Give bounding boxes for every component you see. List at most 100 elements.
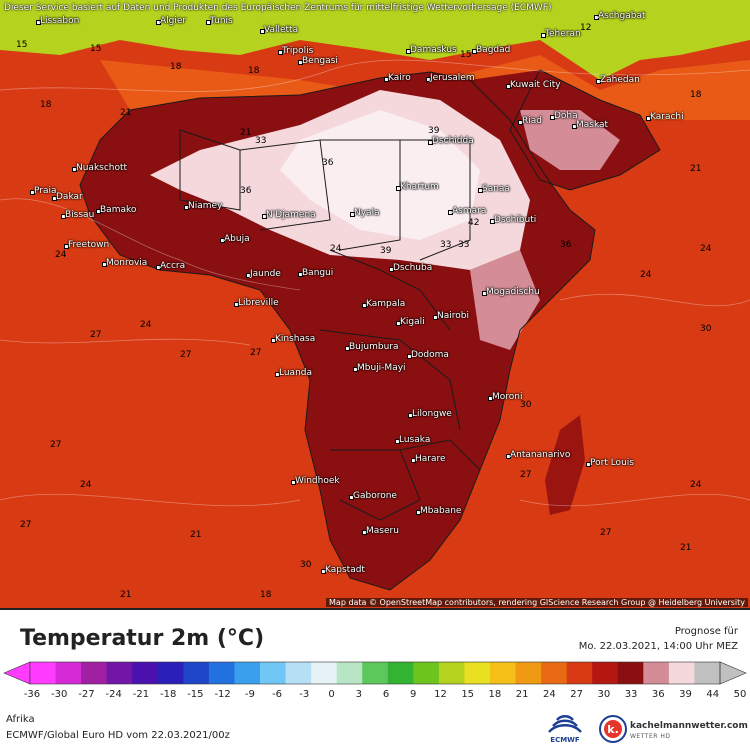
- colorbar-tick-label: 39: [679, 689, 692, 700]
- city-label: Windhoek: [295, 476, 340, 486]
- isotherm-value: 24: [80, 480, 92, 490]
- city-marker: [490, 219, 495, 224]
- isotherm-value: 33: [440, 240, 452, 250]
- colorbar-segment: [694, 662, 721, 684]
- city-marker: [506, 84, 511, 89]
- isotherm-value: 24: [140, 320, 152, 330]
- colorbar: [3, 661, 747, 685]
- city-label: Freetown: [68, 240, 110, 250]
- city-label: Harare: [415, 454, 446, 464]
- kachelmann-logo-icon: k.: [599, 715, 627, 743]
- colorbar-tick-label: 50: [733, 689, 747, 700]
- city-label: Teheran: [545, 29, 581, 39]
- kachelmann-logo[interactable]: k. kachelmannwetter.com WETTER HD: [598, 714, 748, 750]
- isotherm-value: 18: [690, 90, 702, 100]
- city-marker: [426, 77, 431, 82]
- ecmwf-logo-text: ECMWF: [550, 736, 580, 744]
- forecast-label: Prognose für: [674, 626, 738, 637]
- city-marker: [36, 20, 41, 25]
- colorbar-segment: [413, 662, 440, 684]
- colorbar-segment: [183, 662, 210, 684]
- colorbar-segment: [643, 662, 670, 684]
- colorbar-segment: [515, 662, 542, 684]
- isotherm-value: 27: [90, 330, 102, 340]
- city-label: Abuja: [224, 234, 250, 244]
- city-label: Kairo: [388, 73, 411, 83]
- city-label: Bissau: [65, 210, 95, 220]
- colorbar-tick-label: 44: [706, 689, 720, 700]
- city-marker: [448, 210, 453, 215]
- isotherm-lines: [0, 59, 750, 507]
- ecmwf-logo[interactable]: ECMWF: [540, 714, 590, 750]
- colorbar-tick-label: 6: [382, 689, 390, 700]
- isotherm-value: 27: [50, 440, 62, 450]
- colorbar-segment: [106, 662, 133, 684]
- city-label: Valletta: [264, 25, 299, 35]
- city-marker: [353, 367, 358, 372]
- colorbar-segment: [541, 662, 568, 684]
- isotherm-value: 21: [680, 543, 692, 553]
- colorbar-tick-label: -3: [299, 689, 310, 700]
- isotherm-value: 21: [690, 164, 702, 174]
- city-marker: [96, 209, 101, 214]
- city-marker: [506, 454, 511, 459]
- isotherm-value: 15: [90, 44, 102, 54]
- city-label: Port Louis: [590, 458, 634, 468]
- colorbar-segment: [617, 662, 644, 684]
- city-label: Kinshasa: [275, 334, 316, 344]
- arabia-desert: [520, 110, 620, 170]
- legend-panel: Temperatur 2m (°C) Prognose für Mo. 22.0…: [0, 608, 750, 752]
- colorbar-segment: [30, 662, 57, 684]
- isotherm-value: 24: [330, 244, 342, 254]
- colorbar-tick-label: 21: [515, 689, 529, 700]
- city-marker: [275, 372, 280, 377]
- city-label: Mbabane: [420, 506, 462, 516]
- city-marker: [433, 315, 438, 320]
- map-attribution[interactable]: Map data © OpenStreetMap contributors, r…: [326, 598, 748, 607]
- colorbar-tick-label: 12: [434, 689, 447, 700]
- city-marker: [72, 167, 77, 172]
- city-marker: [594, 15, 599, 20]
- city-marker: [408, 413, 413, 418]
- city-marker: [278, 50, 283, 55]
- madagascar: [545, 415, 585, 515]
- city-label: Dschuba: [393, 263, 433, 273]
- city-label: Kapstadt: [325, 565, 365, 575]
- city-marker: [184, 205, 189, 210]
- city-marker: [260, 29, 265, 34]
- city-label: Praia: [34, 186, 57, 196]
- city-label: Antananarivo: [510, 450, 571, 460]
- isotherm-value: 12: [580, 23, 592, 33]
- colorbar-tick-label: -6: [272, 689, 283, 700]
- city-label: Nairobi: [437, 311, 469, 321]
- colorbar-tick-label: 0: [328, 689, 335, 700]
- colorbar-segment: [387, 662, 414, 684]
- city-marker: [345, 346, 350, 351]
- city-marker: [64, 244, 69, 249]
- city-label: Nyala: [354, 208, 380, 218]
- colorbar-tick-label: -15: [187, 689, 204, 700]
- temperature-map[interactable]: Dieser Service basiert auf Daten und Pro…: [0, 0, 750, 608]
- isotherm-value: 18: [170, 62, 182, 72]
- city-label: Maseru: [366, 526, 399, 536]
- colorbar-segment: [668, 662, 695, 684]
- city-marker: [262, 214, 267, 219]
- colorbar-segment: [438, 662, 465, 684]
- colorbar-tick-label: 24: [543, 689, 556, 700]
- colorbar-tick-label: 36: [651, 689, 665, 700]
- city-marker: [411, 458, 416, 463]
- colorbar-tick-label: 30: [597, 689, 611, 700]
- isotherm-value: 21: [240, 128, 252, 138]
- isotherm-value: 24: [640, 270, 652, 280]
- colorbar-tick-label: -9: [244, 689, 255, 700]
- city-label: Nuakschott: [76, 163, 128, 173]
- city-marker: [396, 321, 401, 326]
- colorbar-tick-label: -27: [78, 689, 95, 700]
- city-marker: [30, 190, 35, 195]
- city-marker: [478, 188, 483, 193]
- colorbar-segment: [55, 662, 82, 684]
- isotherm-value: 15: [16, 40, 28, 50]
- colorbar-tick-label: 3: [355, 689, 362, 700]
- city-marker: [541, 33, 546, 38]
- city-marker: [482, 291, 487, 296]
